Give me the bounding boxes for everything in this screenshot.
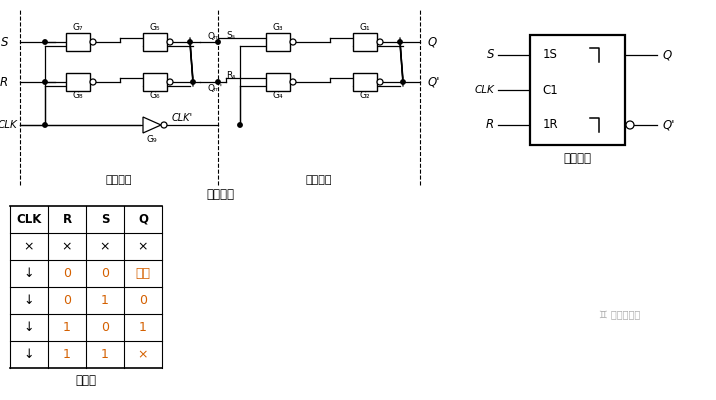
Text: R: R [486,118,494,132]
Text: S: S [1,36,8,48]
Text: 保持: 保持 [135,267,150,280]
Text: Qₘ': Qₘ' [207,84,222,92]
Circle shape [626,121,634,129]
Text: CLK': CLK' [172,113,193,123]
Circle shape [43,40,47,44]
Text: 1: 1 [63,321,71,334]
Text: Q': Q' [428,76,440,88]
Circle shape [167,39,173,45]
Circle shape [401,80,405,84]
Circle shape [90,39,96,45]
Text: ×: × [137,348,148,361]
Text: 1: 1 [139,321,147,334]
Text: 真値表: 真値表 [75,374,97,388]
Text: G₄: G₄ [273,92,284,100]
Text: G₂: G₂ [359,92,370,100]
Text: 1: 1 [101,294,109,307]
Polygon shape [143,117,161,133]
Text: S: S [486,48,494,62]
Circle shape [90,79,96,85]
Text: 1: 1 [63,348,71,361]
Text: G₉: G₉ [147,134,158,144]
Text: Q': Q' [663,118,675,132]
Text: G₈: G₈ [73,92,83,100]
Text: CLK: CLK [16,213,42,226]
Bar [266,73,290,91]
Bar [66,73,90,91]
Text: 0: 0 [101,321,109,334]
Bar [353,33,377,51]
Text: 0: 0 [63,267,71,280]
Text: G₁: G₁ [359,24,370,32]
Bar [530,35,625,145]
Text: 0: 0 [63,294,71,307]
Circle shape [43,80,47,84]
Circle shape [188,40,192,44]
Text: G₆: G₆ [150,92,160,100]
Text: ×: × [100,240,110,253]
Text: R: R [0,76,8,88]
Text: R: R [62,213,72,226]
Text: Qₘ: Qₘ [207,32,220,40]
Text: ×: × [137,240,148,253]
Circle shape [290,79,296,85]
Text: Sₛ: Sₛ [226,30,235,40]
Text: 0: 0 [101,267,109,280]
Text: Rₛ: Rₛ [226,70,236,80]
Text: ↓: ↓ [24,348,34,361]
Text: CLK: CLK [0,120,17,130]
Bar [353,73,377,91]
Text: Q: Q [428,36,437,48]
Text: 电路结构: 电路结构 [206,188,234,202]
Text: 从触发器: 从触发器 [306,175,332,185]
Circle shape [43,123,47,127]
Text: C1: C1 [542,84,558,96]
Circle shape [216,40,221,44]
Text: ↓: ↓ [24,321,34,334]
Bar [143,33,167,51]
Bar [266,33,290,51]
Text: Q: Q [138,213,148,226]
Circle shape [190,80,195,84]
Text: G₇: G₇ [73,24,83,32]
Text: 1R: 1R [542,118,558,132]
Text: S: S [101,213,110,226]
Text: ×: × [24,240,34,253]
Text: ↓: ↓ [24,267,34,280]
Circle shape [238,123,242,127]
Circle shape [216,80,221,84]
Circle shape [377,79,383,85]
Circle shape [290,39,296,45]
Text: Q: Q [663,48,672,62]
Bar [66,33,90,51]
Bar [143,73,167,91]
Circle shape [398,40,402,44]
Circle shape [167,79,173,85]
Text: 1: 1 [101,348,109,361]
Text: G₅: G₅ [150,24,160,32]
Text: 0: 0 [139,294,147,307]
Circle shape [161,122,167,128]
Text: ↓: ↓ [24,294,34,307]
Circle shape [377,39,383,45]
Text: CLK: CLK [474,85,494,95]
Text: ♊ 滑小笾笔记: ♊ 滑小笾笔记 [599,310,641,320]
Text: 主触发器: 主触发器 [106,175,132,185]
Text: 1S: 1S [543,48,558,62]
Text: ×: × [62,240,72,253]
Text: G₃: G₃ [273,24,284,32]
Text: 图形符号: 图形符号 [563,152,591,166]
